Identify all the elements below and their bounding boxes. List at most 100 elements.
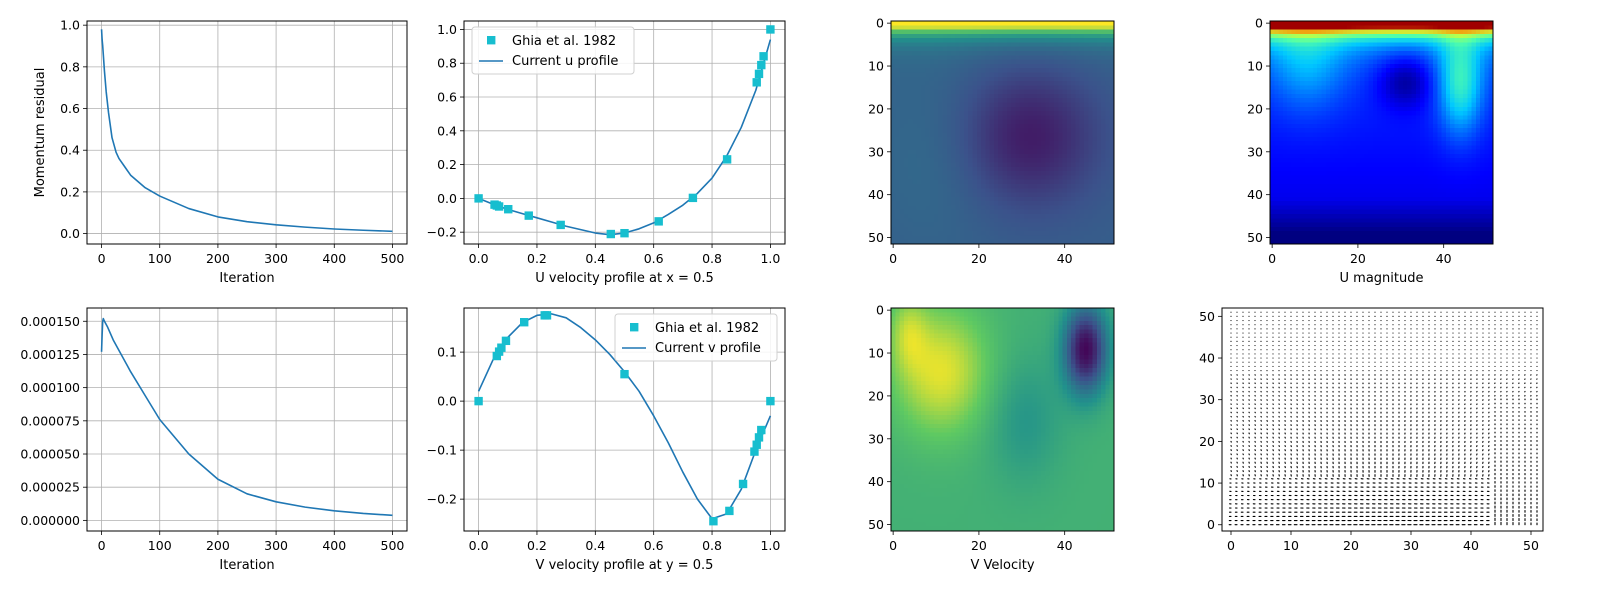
heatmap-cell (968, 179, 974, 185)
heatmap-cell (1402, 63, 1408, 69)
heatmap-cell (921, 218, 926, 224)
heatmap-cell (1471, 192, 1477, 198)
heatmap-cell (1105, 59, 1111, 65)
x-tick-label: 0 (98, 251, 106, 266)
heatmap-cell (1381, 158, 1387, 164)
heatmap-cell (951, 239, 956, 245)
heatmap-cell (972, 38, 978, 44)
heatmap-cell (1023, 145, 1029, 151)
heatmap-cell (1420, 33, 1425, 39)
heatmap-cell (1075, 81, 1081, 86)
heatmap-cell (1385, 128, 1391, 134)
heatmap-cell (1041, 68, 1046, 74)
heatmap-cell (925, 192, 931, 198)
heatmap-cell (963, 196, 969, 202)
heatmap-cell (989, 128, 995, 134)
heatmap-cell (1325, 188, 1331, 194)
heatmap-cell (1083, 158, 1089, 164)
heatmap-cell (1407, 106, 1413, 112)
heatmap-cell (899, 119, 905, 125)
heatmap-cell (1300, 81, 1305, 86)
heatmap-cell (1364, 123, 1370, 129)
heatmap-cell (1058, 149, 1064, 155)
heatmap-cell (1092, 175, 1098, 181)
heatmap-cell (1049, 175, 1055, 181)
heatmap-cell (1300, 102, 1305, 108)
heatmap-cell (1407, 85, 1413, 91)
heatmap-cell (899, 239, 905, 245)
heatmap-cell (968, 222, 974, 228)
heatmap-cell (929, 85, 935, 91)
heatmap-cell (1036, 166, 1042, 172)
heatmap-cell (1028, 153, 1034, 159)
heatmap-cell (1058, 166, 1064, 172)
heatmap-cell (1083, 46, 1089, 52)
heatmap-cell (1045, 25, 1051, 31)
heatmap-cell (1325, 55, 1331, 61)
heatmap-cell (1045, 106, 1051, 112)
heatmap-cell (1092, 183, 1098, 189)
heatmap-cell (1424, 81, 1430, 86)
heatmap-cell (1312, 68, 1318, 74)
heatmap-cell (998, 201, 1004, 207)
heatmap-cell (985, 89, 991, 95)
heatmap-cell (1415, 33, 1421, 39)
heatmap-cell (938, 179, 944, 185)
heatmap-cell (908, 21, 914, 26)
heatmap-cell (908, 136, 914, 142)
heatmap-cell (968, 188, 974, 194)
heatmap-cell (955, 102, 961, 108)
heatmap-cell (1372, 111, 1378, 116)
heatmap-cell (1342, 162, 1348, 168)
heatmap-cell (1488, 63, 1494, 69)
heatmap-cell (942, 33, 948, 39)
heatmap-cell (1377, 106, 1383, 112)
heatmap-cell (1101, 89, 1107, 95)
heatmap-cell (1325, 179, 1331, 185)
heatmap-cell (1105, 231, 1111, 237)
heatmap-cell (1317, 183, 1323, 189)
heatmap-cell (1360, 171, 1365, 176)
heatmap-cell (1270, 68, 1275, 74)
heatmap-cell (1075, 209, 1081, 215)
heatmap-cell (1109, 46, 1115, 52)
heatmap-cell (1278, 153, 1284, 159)
heatmap-cell (1420, 123, 1425, 129)
heatmap-cell (985, 226, 991, 232)
heatmap-cell (1428, 171, 1434, 176)
heatmap-cell (1488, 21, 1494, 26)
heatmap-cell (1071, 128, 1077, 134)
heatmap-cell (942, 89, 948, 95)
heatmap-cell (1445, 149, 1451, 155)
heatmap-cell (1381, 102, 1387, 108)
heatmap-cell (1079, 63, 1085, 69)
heatmap-cell (1330, 162, 1335, 168)
heatmap-cell (1454, 111, 1460, 116)
heatmap-cell (1058, 46, 1064, 52)
heatmap-cell (1002, 218, 1008, 224)
heatmap-cell (1355, 55, 1361, 61)
heatmap-cell (1432, 136, 1438, 142)
heatmap-cell (1075, 29, 1081, 35)
heatmap-cell (1355, 166, 1361, 172)
heatmap-cell (989, 179, 995, 185)
heatmap-cell (1381, 81, 1387, 86)
heatmap-cell (951, 42, 956, 48)
heatmap-cell (1045, 115, 1051, 121)
heatmap-cell (899, 46, 905, 52)
heatmap-cell (1032, 213, 1038, 219)
heatmap-cell (1079, 235, 1085, 241)
heatmap-cell (899, 115, 905, 121)
heatmap-cell (1270, 162, 1275, 168)
heatmap-cell (976, 128, 982, 134)
heatmap-cell (1011, 76, 1016, 82)
heatmap-cell (1282, 21, 1288, 26)
heatmap-cell (1488, 59, 1494, 65)
heatmap-cell (1096, 196, 1102, 202)
heatmap-cell (951, 166, 956, 172)
heatmap-cell (972, 239, 978, 245)
heatmap-cell (1372, 171, 1378, 176)
heatmap-cell (1308, 21, 1314, 26)
heatmap-cell (951, 158, 956, 164)
heatmap-cell (929, 111, 935, 116)
